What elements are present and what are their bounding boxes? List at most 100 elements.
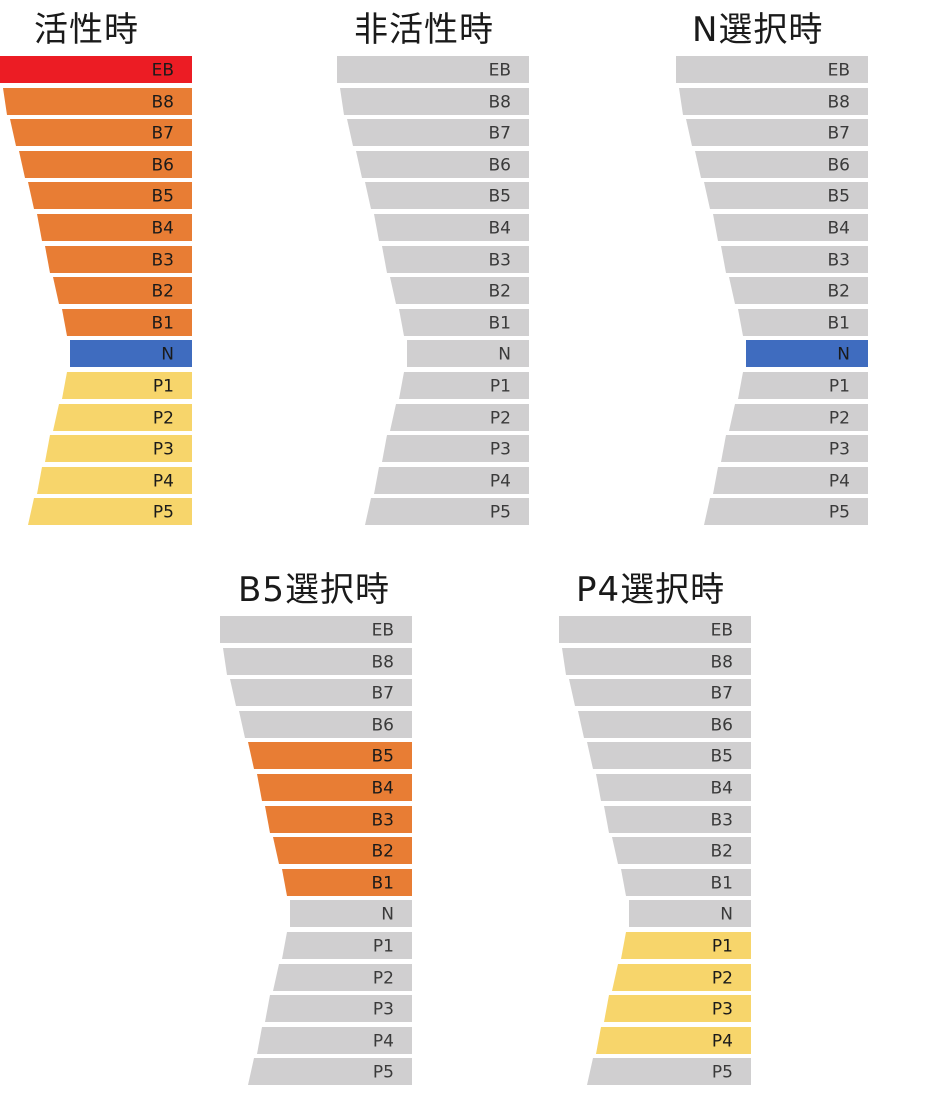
notch-p5: P5	[365, 498, 529, 525]
notch-label: B2	[711, 842, 733, 862]
panel-title: P4選択時	[576, 570, 726, 610]
notch-label: B2	[372, 842, 394, 862]
notch-bar	[282, 932, 412, 959]
notch-label: B5	[828, 187, 850, 207]
notch-bar	[399, 309, 529, 336]
notch-label: P3	[153, 440, 174, 460]
notch-bar	[37, 214, 192, 241]
notch-bar	[356, 151, 529, 178]
notch-b2: B2	[612, 837, 751, 864]
notch-bar	[569, 679, 751, 706]
notch-label: B7	[152, 124, 174, 144]
notch-p1: P1	[62, 372, 192, 399]
notch-bar	[62, 372, 192, 399]
notch-label: B7	[828, 124, 850, 144]
notch-b8: B8	[223, 648, 412, 675]
notch-label: P3	[373, 1000, 394, 1020]
notch-b7: B7	[230, 679, 412, 706]
notch-b3: B3	[265, 806, 412, 833]
notch-label: P4	[490, 472, 511, 492]
notch-p2: P2	[53, 404, 192, 431]
notch-p1: P1	[738, 372, 868, 399]
notch-label: B8	[489, 93, 511, 113]
notch-label: P2	[373, 969, 394, 989]
notch-bar	[45, 246, 192, 273]
notch-b4: B4	[713, 214, 868, 241]
notch-label: B8	[152, 93, 174, 113]
notch-bar	[559, 616, 751, 643]
notch-bar	[695, 151, 868, 178]
notch-p3: P3	[45, 435, 192, 462]
notch-bar	[382, 246, 529, 273]
notch-bar	[45, 435, 192, 462]
notch-bar	[3, 88, 192, 115]
notch-b6: B6	[19, 151, 192, 178]
notch-p5: P5	[704, 498, 868, 525]
notch-label: B3	[152, 251, 174, 271]
notch-label: N	[161, 345, 174, 365]
notch-bar	[62, 309, 192, 336]
notch-n: N	[290, 900, 412, 927]
notch-ladder: EB B8 B7 B6 B5 B4 B3 B2 B1 N P1 P2 P3 P4 P5	[559, 616, 751, 1085]
notch-eb: EB	[559, 616, 751, 643]
notch-label: B1	[828, 314, 850, 334]
notch-b1: B1	[621, 869, 751, 896]
notch-b4: B4	[257, 774, 412, 801]
notch-p5: P5	[28, 498, 192, 525]
notch-bar	[738, 372, 868, 399]
notch-bar	[365, 498, 529, 525]
panel-title: 活性時	[34, 10, 139, 50]
notch-bar	[679, 88, 868, 115]
notch-b7: B7	[569, 679, 751, 706]
notch-bar	[578, 711, 751, 738]
notch-bar	[621, 869, 751, 896]
notch-p1: P1	[282, 932, 412, 959]
notch-p4: P4	[257, 1027, 412, 1054]
notch-b1: B1	[738, 309, 868, 336]
notch-eb: EB	[676, 56, 868, 83]
notch-b3: B3	[721, 246, 868, 273]
notch-eb: EB	[0, 56, 192, 83]
notch-bar	[248, 742, 412, 769]
notch-bar	[399, 372, 529, 399]
notch-bar	[282, 869, 412, 896]
notch-b5: B5	[704, 182, 868, 209]
notch-bar	[612, 964, 751, 991]
notch-label: P2	[153, 409, 174, 429]
notch-bar	[729, 404, 868, 431]
notch-bar	[390, 404, 529, 431]
notch-label: P2	[829, 409, 850, 429]
notch-label: P2	[490, 409, 511, 429]
notch-bar	[629, 900, 751, 927]
notch-label: B8	[372, 653, 394, 673]
notch-bar	[0, 56, 192, 83]
notch-b4: B4	[37, 214, 192, 241]
notch-b3: B3	[45, 246, 192, 273]
notch-p4: P4	[374, 467, 529, 494]
notch-bar	[621, 932, 751, 959]
notch-label: B1	[372, 874, 394, 894]
notch-bar	[53, 404, 192, 431]
notch-ladder: EB B8 B7 B6 B5 B4 B3 B2 B1 N P1 P2 P3 P4 P5	[676, 56, 868, 525]
notch-bar	[365, 182, 529, 209]
notch-p1: P1	[399, 372, 529, 399]
notch-label: B3	[372, 811, 394, 831]
notch-label: P5	[712, 1063, 733, 1083]
notch-label: N	[720, 905, 733, 925]
notch-n: N	[629, 900, 751, 927]
notch-label: B4	[828, 219, 850, 239]
panel-title: N選択時	[692, 10, 824, 50]
notch-label: P3	[829, 440, 850, 460]
notch-bar	[265, 806, 412, 833]
notch-b4: B4	[596, 774, 751, 801]
notch-bar	[612, 837, 751, 864]
notch-bar	[239, 711, 412, 738]
notch-bar	[19, 151, 192, 178]
notch-label: EB	[372, 621, 394, 641]
notch-ladder: EB B8 B7 B6 B5 B4 B3 B2 B1 N P1 P2 P3 P4 P5	[0, 56, 192, 525]
notch-n: N	[746, 340, 868, 367]
notch-bar	[604, 995, 751, 1022]
notch-bar	[337, 56, 529, 83]
notch-label: B6	[372, 716, 394, 736]
notch-b5: B5	[248, 742, 412, 769]
